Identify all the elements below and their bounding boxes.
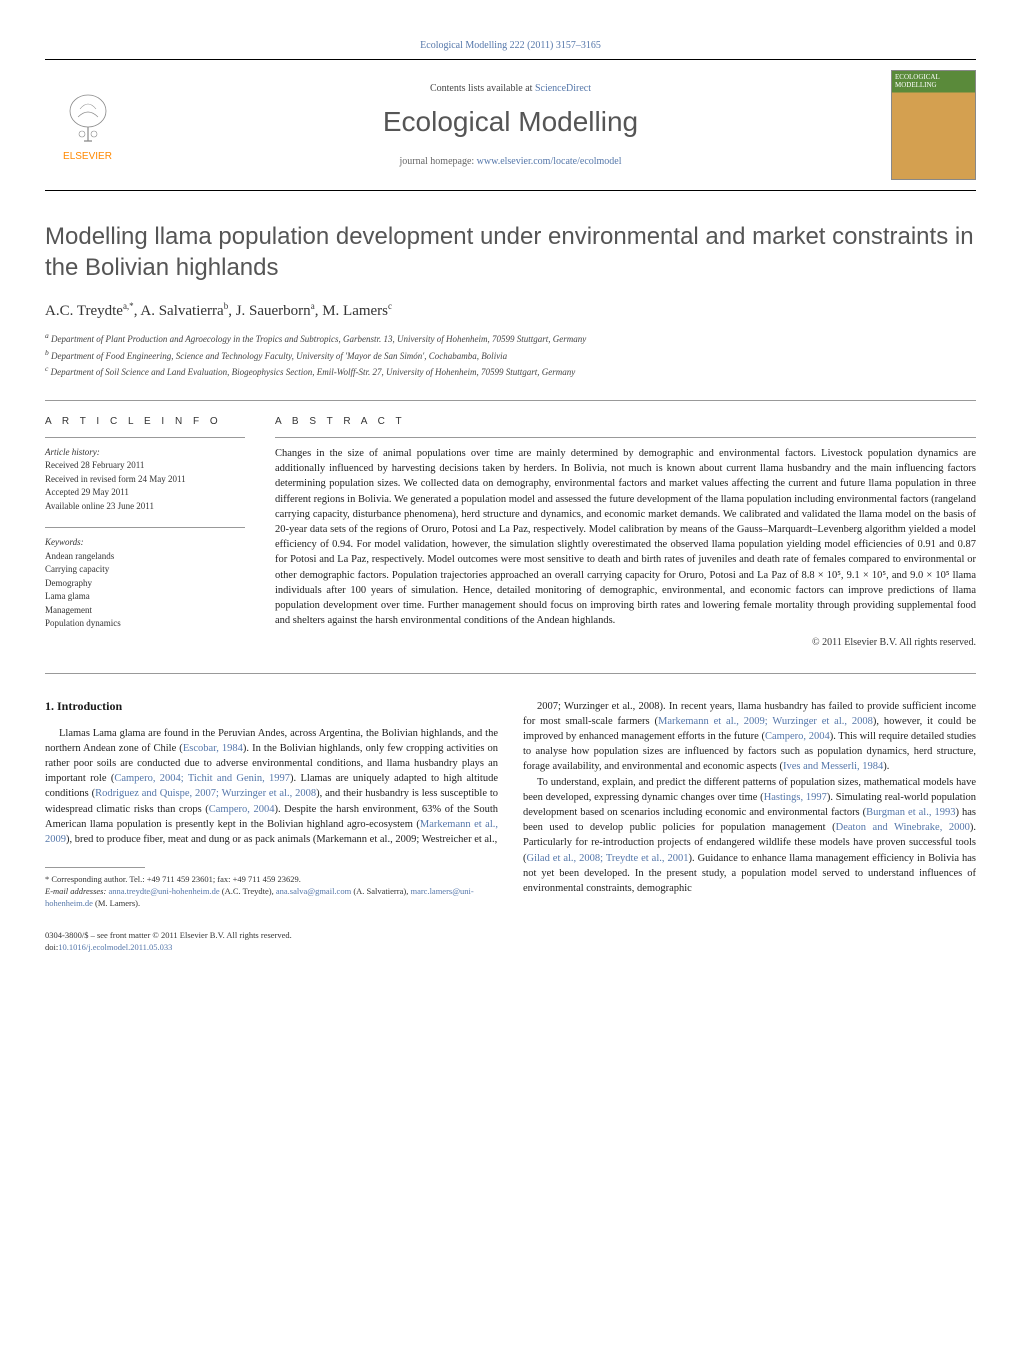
body-paragraph: 2007; Wurzinger et al., 2008). In recent…: [523, 699, 976, 775]
history-line: Available online 23 June 2011: [45, 500, 245, 514]
sciencedirect-link[interactable]: ScienceDirect: [535, 83, 591, 94]
right-column: 2007; Wurzinger et al., 2008). In recent…: [523, 699, 976, 910]
author: A. Salvatierrab: [140, 303, 228, 319]
doi-link[interactable]: 10.1016/j.ecolmodel.2011.05.033: [58, 942, 172, 952]
author: M. Lamersc: [322, 303, 392, 319]
contents-prefix: Contents lists available at: [430, 83, 535, 94]
affiliation: c Department of Soil Science and Land Ev…: [45, 363, 976, 380]
journal-title: Ecological Modelling: [130, 106, 891, 138]
footnotes: * Corresponding author. Tel.: +49 711 45…: [45, 874, 498, 910]
corresponding-author: * Corresponding author. Tel.: +49 711 45…: [45, 874, 498, 886]
elsevier-tree-icon: [58, 89, 118, 149]
history-line: Received 28 February 2011: [45, 459, 245, 473]
contents-available-line: Contents lists available at ScienceDirec…: [130, 83, 891, 94]
journal-homepage-link[interactable]: www.elsevier.com/locate/ecolmodel: [477, 156, 622, 167]
section-divider: [45, 673, 976, 674]
history-line: Accepted 29 May 2011: [45, 486, 245, 500]
email-line: E-mail addresses: anna.treydte@uni-hohen…: [45, 886, 498, 910]
email-link[interactable]: anna.treydte@uni-hohenheim.de: [108, 886, 219, 896]
journal-banner: ELSEVIER Contents lists available at Sci…: [45, 59, 976, 191]
footnote-divider: [45, 867, 145, 868]
issn-line: 0304-3800/$ – see front matter © 2011 El…: [45, 930, 976, 942]
section-divider: [45, 400, 976, 401]
journal-cover-thumbnail: ECOLOGICAL MODELLING: [891, 70, 976, 180]
affiliations-list: a Department of Plant Production and Agr…: [45, 330, 976, 380]
intro-text-left: Llamas Lama glama are found in the Peruv…: [45, 726, 498, 848]
keywords-label: Keywords:: [45, 536, 245, 550]
info-divider: [45, 437, 245, 438]
keyword: Population dynamics: [45, 617, 245, 631]
author: J. Sauerborna: [236, 303, 315, 319]
article-info-heading: A R T I C L E I N F O: [45, 416, 245, 427]
affiliation: a Department of Plant Production and Agr…: [45, 330, 976, 347]
article-history-block: Article history: Received 28 February 20…: [45, 446, 245, 514]
doi-label: doi:: [45, 942, 58, 952]
abstract-text: Changes in the size of animal population…: [275, 446, 976, 629]
abstract-column: A B S T R A C T Changes in the size of a…: [275, 416, 976, 648]
body-paragraph: To understand, explain, and predict the …: [523, 775, 976, 897]
body-columns: 1. Introduction Llamas Lama glama are fo…: [45, 699, 976, 910]
affiliation: b Department of Food Engineering, Scienc…: [45, 347, 976, 364]
article-title: Modelling llama population development u…: [45, 221, 976, 283]
publisher-logo: ELSEVIER: [45, 89, 130, 162]
history-line: Received in revised form 24 May 2011: [45, 473, 245, 487]
article-info-sidebar: A R T I C L E I N F O Article history: R…: [45, 416, 245, 648]
email-link[interactable]: ana.salva@gmail.com: [276, 886, 351, 896]
publisher-name: ELSEVIER: [63, 151, 112, 162]
introduction-heading: 1. Introduction: [45, 699, 498, 714]
doi-line: doi:10.1016/j.ecolmodel.2011.05.033: [45, 942, 976, 954]
bottom-publication-info: 0304-3800/$ – see front matter © 2011 El…: [45, 930, 976, 954]
keyword: Carrying capacity: [45, 563, 245, 577]
journal-reference: Ecological Modelling 222 (2011) 3157–316…: [45, 40, 976, 51]
author-list: A.C. Treydtea,*, A. Salvatierrab, J. Sau…: [45, 301, 976, 320]
homepage-prefix: journal homepage:: [399, 156, 476, 167]
left-column: 1. Introduction Llamas Lama glama are fo…: [45, 699, 498, 910]
journal-homepage-line: journal homepage: www.elsevier.com/locat…: [130, 156, 891, 167]
emails-label: E-mail addresses:: [45, 886, 106, 896]
keyword: Lama glama: [45, 590, 245, 604]
abstract-copyright: © 2011 Elsevier B.V. All rights reserved…: [275, 637, 976, 648]
keyword: Demography: [45, 577, 245, 591]
author: A.C. Treydtea,*: [45, 303, 134, 319]
abstract-heading: A B S T R A C T: [275, 416, 976, 427]
cover-title: ECOLOGICAL MODELLING: [892, 71, 975, 92]
keyword: Management: [45, 604, 245, 618]
abstract-divider: [275, 437, 976, 438]
keywords-block: Keywords: Andean rangelandsCarrying capa…: [45, 536, 245, 631]
history-label: Article history:: [45, 446, 245, 460]
keyword: Andean rangelands: [45, 550, 245, 564]
intro-text-right: 2007; Wurzinger et al., 2008). In recent…: [523, 699, 976, 897]
info-divider: [45, 527, 245, 528]
